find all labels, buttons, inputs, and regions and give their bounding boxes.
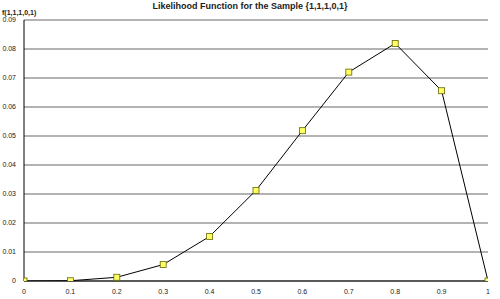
svg-text:1: 1 (486, 288, 490, 295)
svg-text:0.6: 0.6 (298, 288, 308, 295)
html-text:Likelihood Function for the Sa: Likelihood Function for the Sample {1,1,… (152, 1, 348, 11)
svg-text:0.06: 0.06 (8, 103, 16, 110)
svg-text:0.08: 0.08 (8, 45, 16, 52)
svg-text:0.2: 0.2 (112, 288, 122, 295)
svg-text:0.8: 0.8 (390, 288, 400, 295)
svg-text:0.05: 0.05 (8, 132, 16, 139)
html-text:f(1,1,1,0,1): f(1,1,1,0,1) (2, 9, 37, 16)
svg-text:0.9: 0.9 (437, 288, 447, 295)
svg-text:0.3: 0.3 (158, 288, 168, 295)
svg-text:0.04: 0.04 (8, 161, 16, 168)
svg-text:0.02: 0.02 (8, 219, 16, 226)
svg-text:0.7: 0.7 (344, 288, 354, 295)
svg-text:0.07: 0.07 (8, 74, 16, 81)
svg-text:0.1: 0.1 (66, 288, 76, 295)
svg-text:0.09: 0.09 (8, 16, 16, 23)
svg-text:0: 0 (12, 277, 16, 284)
svg-text:0.01: 0.01 (8, 248, 16, 255)
svg-text:0.5: 0.5 (251, 288, 261, 295)
svg-text:0.4: 0.4 (205, 288, 215, 295)
svg-text:0: 0 (22, 288, 26, 295)
svg-text:0.03: 0.03 (8, 190, 16, 197)
